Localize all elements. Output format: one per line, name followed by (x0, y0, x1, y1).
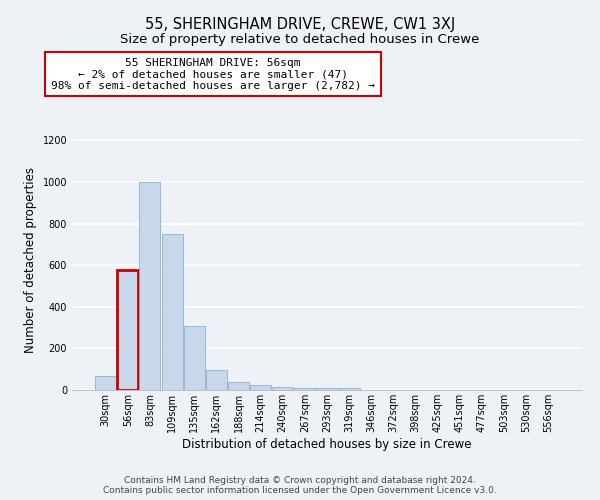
Text: 55 SHERINGHAM DRIVE: 56sqm
← 2% of detached houses are smaller (47)
98% of semi-: 55 SHERINGHAM DRIVE: 56sqm ← 2% of detac… (51, 58, 375, 90)
Text: 55, SHERINGHAM DRIVE, CREWE, CW1 3XJ: 55, SHERINGHAM DRIVE, CREWE, CW1 3XJ (145, 18, 455, 32)
Bar (118, 270, 139, 390)
Y-axis label: Number of detached properties: Number of detached properties (24, 167, 37, 353)
Bar (316, 388, 338, 390)
Bar (95, 376, 116, 390)
Bar (272, 388, 293, 390)
Bar (338, 388, 359, 390)
Bar (161, 234, 182, 390)
Bar (228, 382, 249, 390)
Text: Size of property relative to detached houses in Crewe: Size of property relative to detached ho… (121, 32, 479, 46)
X-axis label: Distribution of detached houses by size in Crewe: Distribution of detached houses by size … (182, 438, 472, 450)
Text: Contains HM Land Registry data © Crown copyright and database right 2024.
Contai: Contains HM Land Registry data © Crown c… (103, 476, 497, 495)
Bar (184, 326, 205, 390)
Bar (206, 370, 227, 390)
Bar (250, 386, 271, 390)
Bar (139, 182, 160, 390)
Bar (295, 388, 316, 390)
